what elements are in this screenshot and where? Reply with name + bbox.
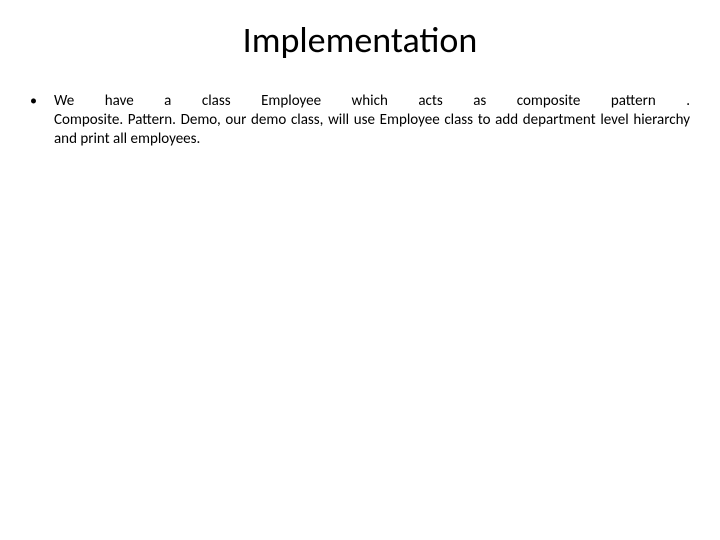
body-rest: Composite. Pattern. Demo, our demo class…: [54, 111, 690, 148]
bullet-item: • We have a class Employee which acts as…: [30, 92, 690, 148]
slide-title: Implementation: [0, 0, 720, 92]
body-line1: We have a class Employee which acts as c…: [54, 92, 690, 111]
slide-content: • We have a class Employee which acts as…: [0, 92, 720, 148]
body-text: We have a class Employee which acts as c…: [54, 92, 690, 148]
bullet-symbol: •: [30, 92, 54, 110]
